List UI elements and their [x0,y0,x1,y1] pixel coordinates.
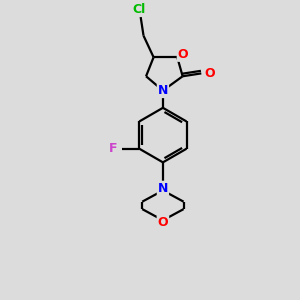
Text: N: N [158,84,168,97]
Text: O: O [158,216,168,229]
Text: O: O [178,48,188,61]
Text: Cl: Cl [133,2,146,16]
Text: F: F [109,142,118,155]
Text: N: N [158,182,168,195]
Text: O: O [204,67,214,80]
